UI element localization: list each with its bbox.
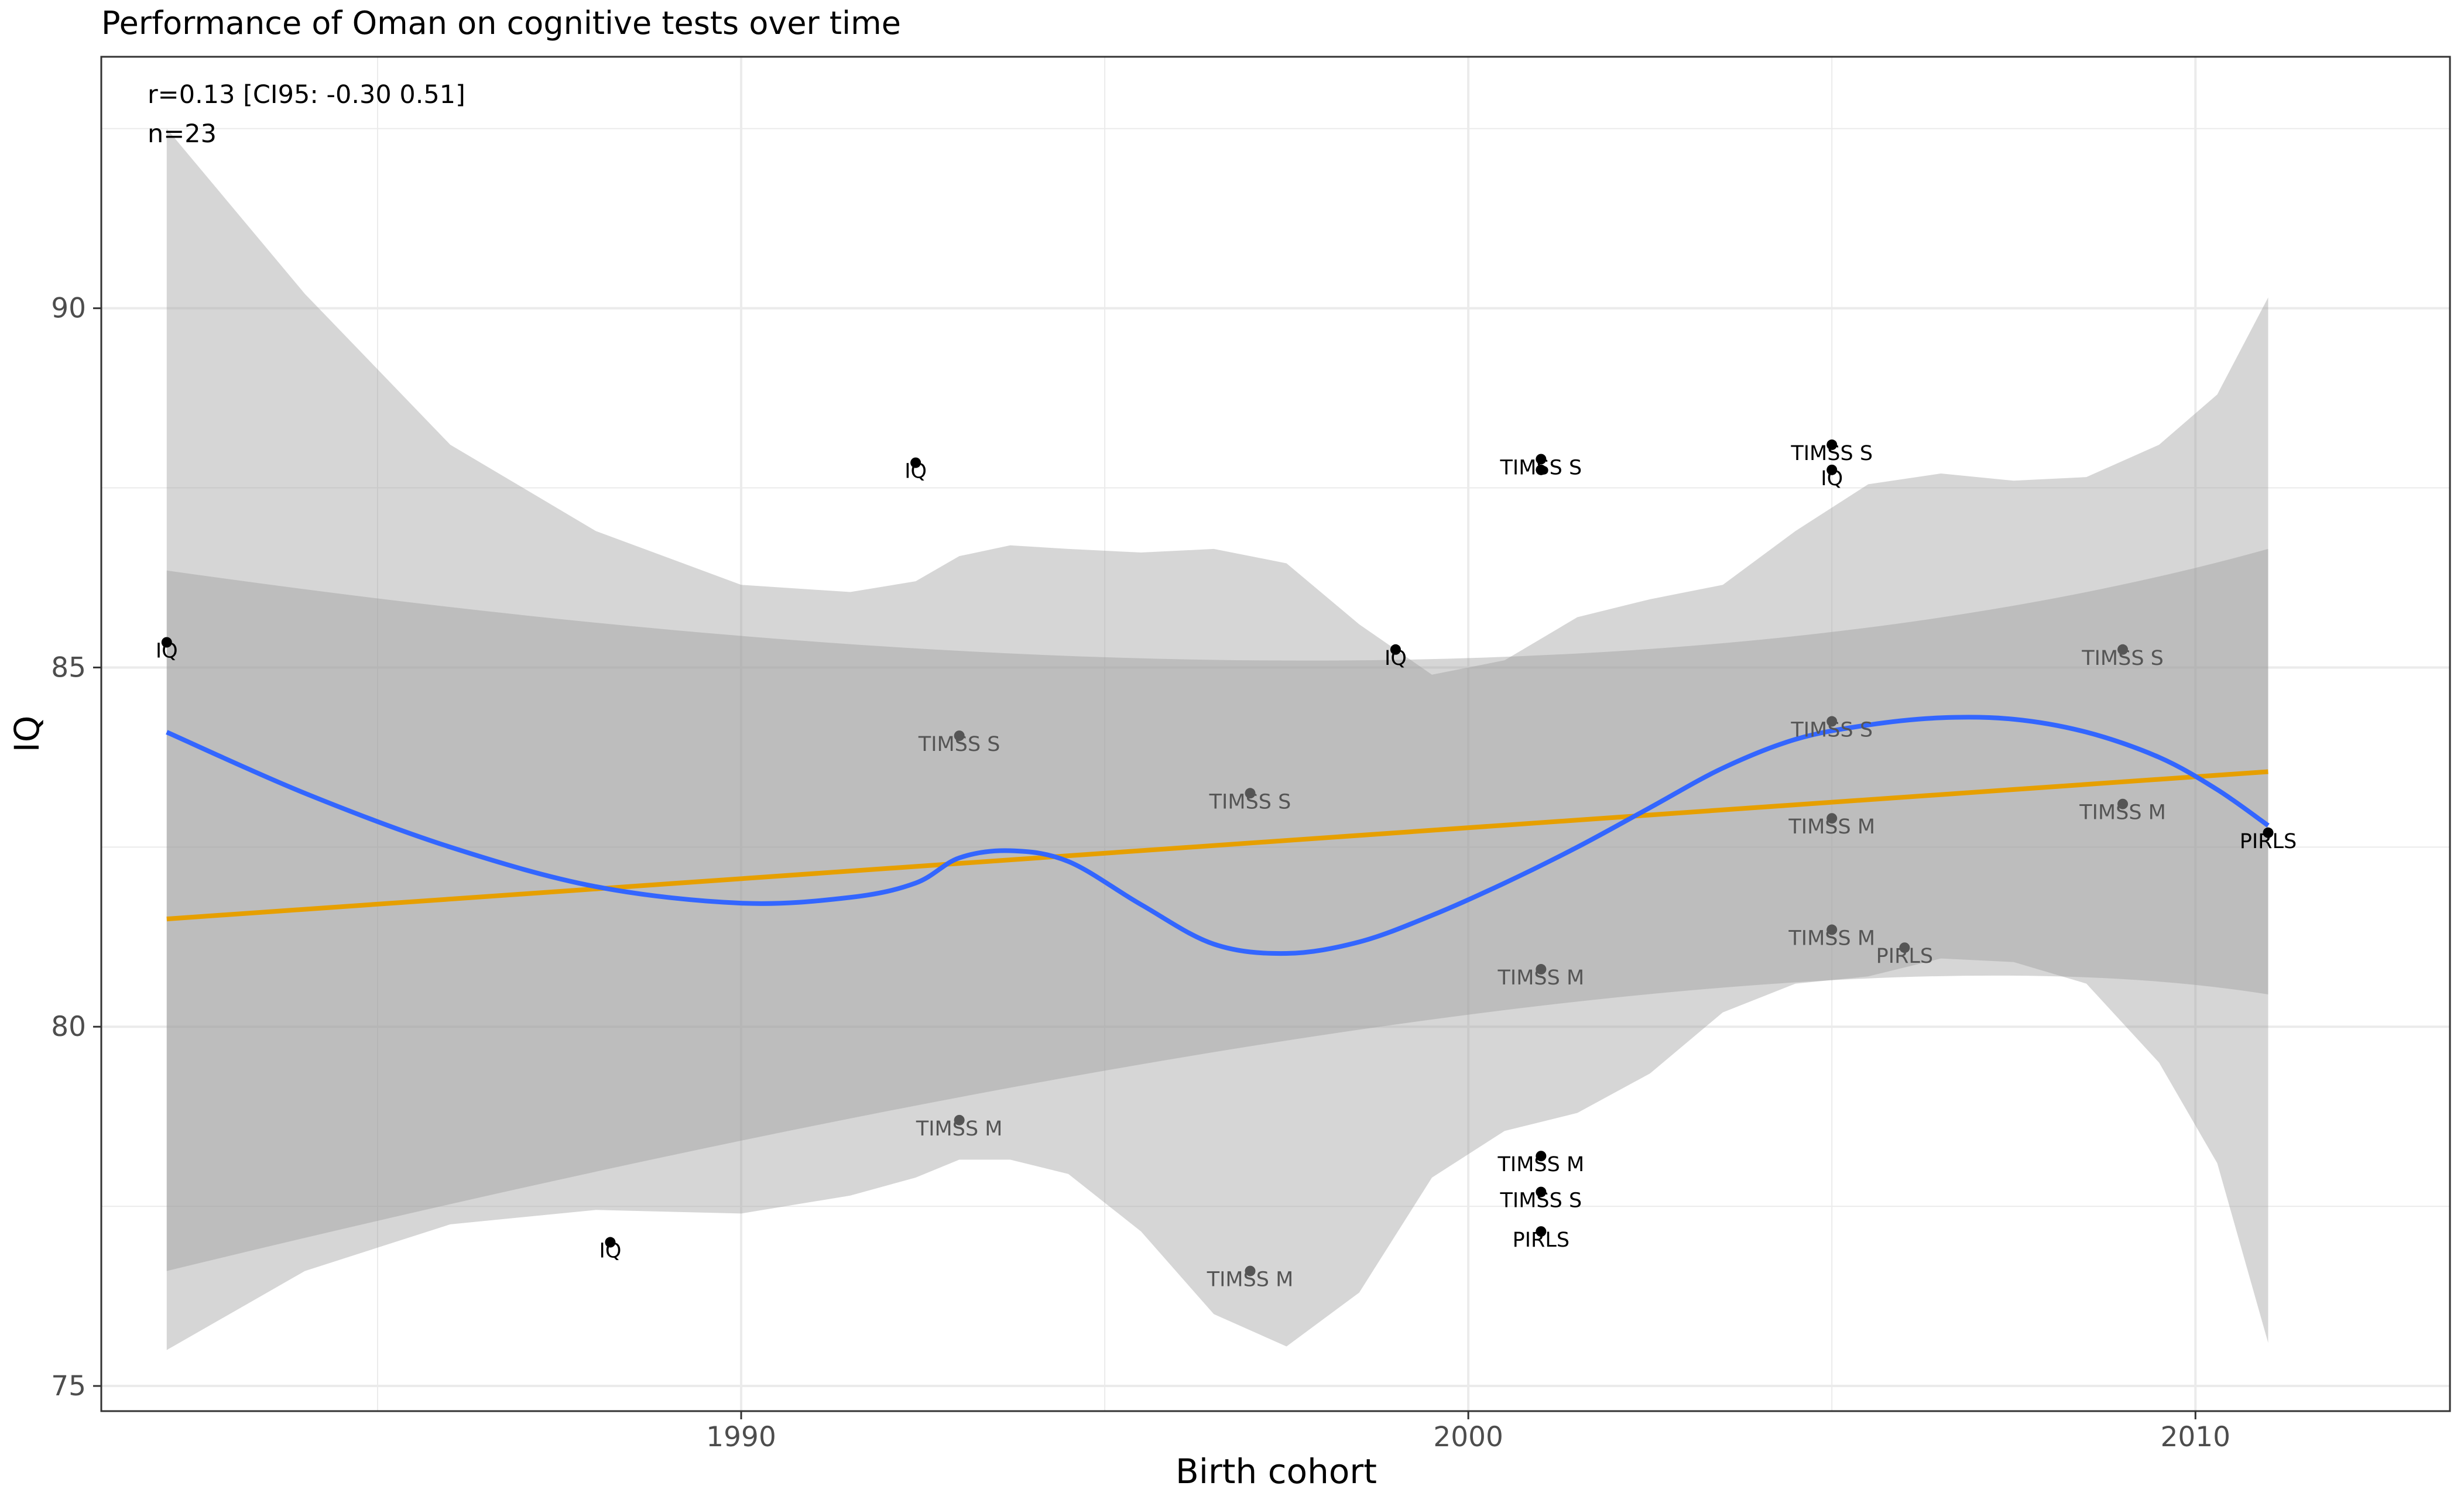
- x-tick-label: 1990: [706, 1421, 776, 1453]
- data-point: [1245, 788, 1256, 799]
- data-point-label: IQ: [1821, 467, 1843, 490]
- y-tick-label: 75: [51, 1370, 86, 1402]
- data-point-label: IQ: [156, 639, 178, 663]
- loess-fit-line: [166, 715, 2270, 956]
- data-point-label: IQ: [599, 1240, 622, 1263]
- data-point-label: TIMSS M: [916, 1117, 1003, 1141]
- data-point: [1826, 439, 1838, 450]
- data-point: [1536, 1151, 1547, 1162]
- data-point: [2117, 798, 2129, 809]
- x-axis-ticks: 1990 2000 2010: [706, 1411, 2230, 1453]
- data-point-label: PIRLS: [1876, 945, 1933, 968]
- data-point: [1826, 813, 1838, 824]
- linear-fit-line: [166, 769, 2268, 922]
- data-point-label: TIMSS S: [1500, 456, 1582, 479]
- y-tick-label: 80: [51, 1011, 86, 1043]
- data-point: [1826, 464, 1838, 475]
- data-point-label: TIMSS M: [1497, 1153, 1585, 1176]
- data-point-label: PIRLS: [1513, 1229, 1569, 1252]
- panel-border: [100, 56, 2451, 1412]
- data-point-label: IQ: [904, 460, 927, 483]
- chart-title: Performance of Oman on cognitive tests o…: [101, 5, 901, 42]
- data-point-label: TIMSS S: [1790, 719, 1873, 742]
- data-point: [1390, 644, 1401, 655]
- data-point-label: TIMSS M: [1497, 966, 1585, 990]
- grid-lines: [101, 57, 2450, 1411]
- data-point: [954, 1114, 965, 1125]
- data-point-label: TIMSS S: [918, 733, 1000, 756]
- data-point-label: TIMSS M: [1788, 815, 1875, 839]
- y-tick-label: 90: [51, 293, 86, 325]
- data-point: [1826, 924, 1838, 935]
- data-point: [1826, 716, 1838, 727]
- data-point-label: TIMSS S: [2081, 647, 2164, 670]
- data-point: [1536, 464, 1547, 475]
- data-point-label: TIMSS S: [1500, 1189, 1582, 1213]
- x-axis-title: Birth cohort: [1176, 1451, 1377, 1491]
- data-point: [605, 1237, 616, 1248]
- data-point: [1536, 1226, 1547, 1237]
- y-axis-title: IQ: [7, 716, 47, 753]
- sample-size-annotation: n=23: [148, 119, 217, 149]
- linear-confidence-band: [166, 548, 2268, 1271]
- data-point: [1536, 964, 1547, 975]
- correlation-annotation: r=0.13 [CI95: -0.30 0.51]: [148, 80, 465, 109]
- data-point-label: PIRLS: [2240, 830, 2297, 853]
- fit-lines: [166, 715, 2270, 956]
- data-point: [2117, 644, 2129, 655]
- data-point-label: TIMSS M: [1788, 927, 1875, 950]
- data-point: [954, 730, 965, 742]
- x-tick-label: 2000: [1433, 1421, 1503, 1453]
- data-point: [161, 637, 172, 648]
- data-point-label: TIMSS M: [1207, 1268, 1294, 1292]
- data-point-label: TIMSS S: [1790, 442, 1873, 465]
- loess-confidence-band: [166, 128, 2268, 1350]
- data-point: [2263, 827, 2274, 838]
- data-point: [910, 457, 921, 468]
- data-point: [1536, 1186, 1547, 1197]
- data-points: [161, 439, 2274, 1276]
- data-point: [1536, 454, 1547, 465]
- data-point: [1245, 1265, 1256, 1276]
- data-point: [1899, 942, 1910, 953]
- data-point-label: TIMSS M: [2079, 801, 2166, 825]
- data-point-label: TIMSS S: [1209, 790, 1291, 814]
- x-tick-label: 2010: [2160, 1421, 2230, 1453]
- data-point-label: IQ: [1384, 647, 1407, 670]
- confidence-bands: [166, 128, 2268, 1350]
- y-axis-ticks: 75 80 85 90: [51, 293, 101, 1402]
- y-tick-label: 85: [51, 651, 86, 684]
